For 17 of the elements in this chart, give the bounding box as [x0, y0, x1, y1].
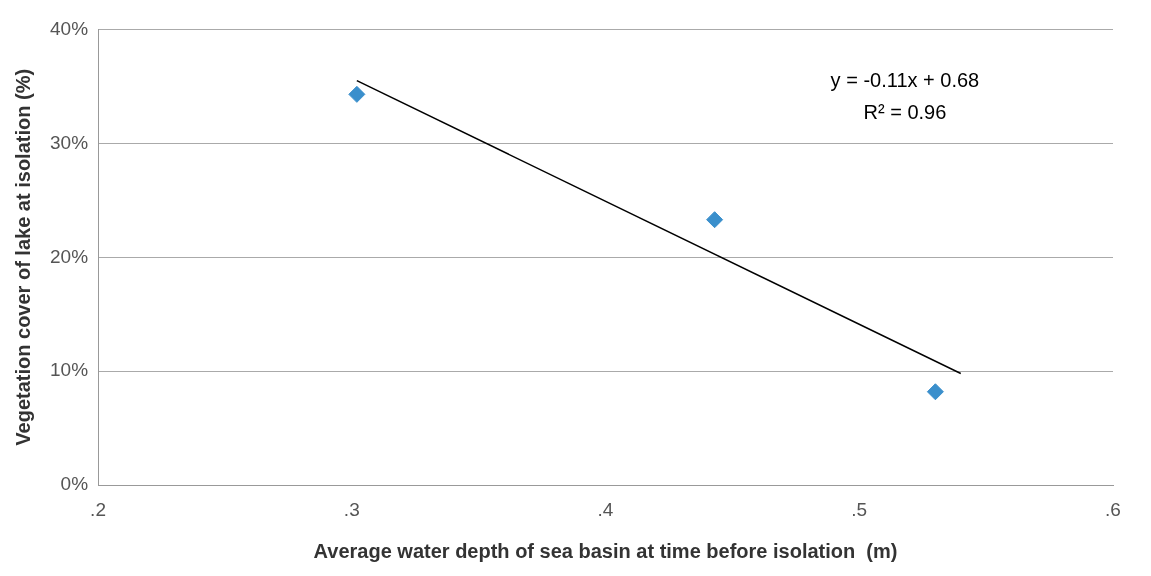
x-tick-label: .3: [343, 498, 360, 520]
y-tick-label: 40%: [50, 17, 89, 39]
annotation: y = -0.11x + 0.68: [830, 68, 980, 91]
y-tick-label: 30%: [50, 131, 89, 153]
y-tick-label: 0%: [60, 473, 89, 495]
point: [926, 383, 944, 401]
x-tick-label: .5: [851, 498, 868, 520]
annotation: R² = 0.96: [863, 100, 947, 123]
x-tick-label: .6: [1105, 498, 1121, 520]
point: [706, 211, 724, 229]
y-tick-label: 10%: [50, 359, 89, 381]
x-tick-label: .2: [90, 498, 106, 520]
point: [348, 85, 366, 103]
y-tick-label: 20%: [50, 245, 89, 267]
y-axis-title: Vegetation cover of lake at isolation (%): [11, 68, 34, 446]
x-axis-title: Average water depth of sea basin at time before isolation (m): [313, 539, 898, 562]
x-tick-label: .4: [597, 498, 614, 520]
